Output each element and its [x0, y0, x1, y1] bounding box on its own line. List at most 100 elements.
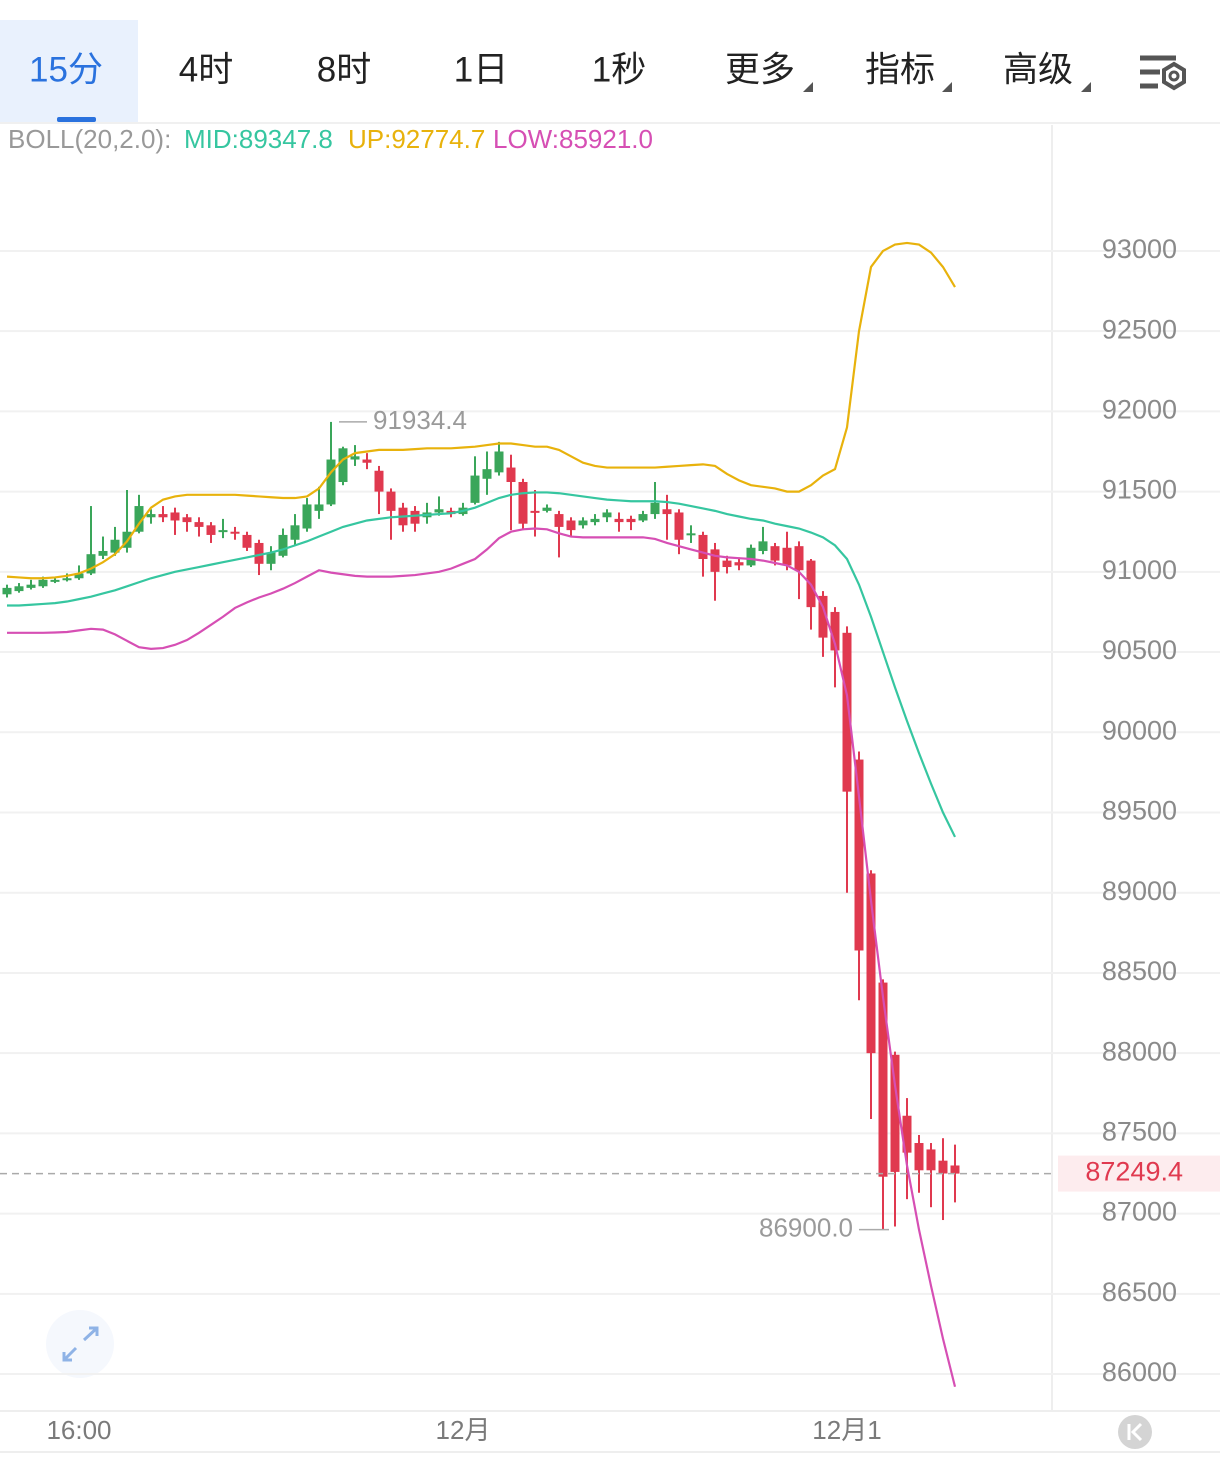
tab[interactable]: 4时 — [179, 50, 233, 89]
candle-body — [926, 1149, 936, 1171]
candle-body — [314, 504, 324, 511]
candle-body — [326, 459, 336, 505]
y-tick-label: 89500 — [1102, 796, 1177, 826]
active-tab-indicator — [57, 117, 96, 122]
candle-body — [734, 562, 744, 566]
last-price-label: 87249.4 — [1085, 1157, 1183, 1187]
candle-body — [530, 510, 540, 513]
candle-body — [878, 982, 888, 1177]
tab[interactable]: 15分 — [29, 50, 103, 89]
tab[interactable]: 高级 — [1003, 50, 1073, 89]
tab[interactable]: 更多 — [725, 50, 795, 89]
candle-body — [662, 509, 672, 515]
y-tick-label: 91500 — [1102, 475, 1177, 505]
candle-body — [542, 507, 552, 511]
candle-body — [698, 534, 708, 560]
tab[interactable]: 1日 — [454, 50, 508, 89]
candle-body — [650, 502, 660, 515]
y-tick-label: 89000 — [1102, 876, 1177, 906]
y-tick-label: 87500 — [1102, 1117, 1177, 1147]
y-tick-label: 86000 — [1102, 1357, 1177, 1387]
expand-button[interactable] — [46, 1310, 114, 1378]
candle-body — [302, 504, 312, 529]
candle-body — [158, 514, 168, 518]
candle-body — [674, 512, 684, 540]
candle-body — [506, 467, 516, 482]
candle-body — [290, 525, 300, 540]
candle-body — [266, 552, 276, 564]
candle-body — [758, 541, 768, 551]
candle-body — [182, 517, 192, 523]
candle-body — [890, 1054, 900, 1172]
dropdown-arrows — [803, 82, 1091, 92]
candle-body — [614, 518, 624, 523]
y-tick-label: 86500 — [1102, 1277, 1177, 1307]
candle-body — [110, 539, 120, 553]
candle-body — [902, 1115, 912, 1153]
candle-body — [338, 448, 348, 482]
candle-body — [278, 534, 288, 556]
boll-line — [7, 491, 956, 838]
tab[interactable]: 1秒 — [592, 50, 646, 89]
candle-body — [578, 520, 588, 526]
candle-body — [746, 547, 756, 566]
candle-body — [722, 560, 732, 568]
candle-body — [470, 475, 480, 503]
candle-body — [638, 514, 648, 521]
candle-body — [566, 520, 576, 531]
candle-body — [254, 542, 264, 564]
legend-entry: LOW:85921.0 — [493, 124, 653, 154]
y-tick-label: 90500 — [1102, 635, 1177, 665]
candle-body — [134, 506, 144, 532]
candle-body — [62, 578, 72, 581]
boll-line — [7, 527, 957, 1388]
candle-body — [686, 533, 696, 536]
candle-body — [518, 481, 528, 524]
last-price-bg — [1058, 1155, 1220, 1192]
candle-body — [26, 584, 36, 588]
y-tick-label: 92500 — [1102, 314, 1177, 344]
candle-body — [866, 873, 876, 1054]
candle-body — [362, 459, 372, 463]
candle-body — [206, 525, 216, 535]
x-tick-label: 16:00 — [46, 1415, 111, 1445]
candle-body — [818, 595, 828, 638]
candle-body — [410, 510, 420, 524]
x-tick-label: 12月 — [436, 1415, 491, 1445]
candle-body — [230, 531, 240, 534]
high-label: 91934.4 — [373, 405, 467, 435]
candle-body — [194, 522, 204, 527]
tab[interactable]: 8时 — [317, 50, 371, 89]
tab[interactable]: 指标 — [865, 50, 935, 89]
candle-body — [482, 469, 492, 479]
candle-body — [74, 573, 84, 579]
candle-body — [854, 759, 864, 951]
candle-body — [242, 534, 252, 548]
y-tick-label: 87000 — [1102, 1197, 1177, 1227]
candle-body — [350, 456, 360, 460]
candle-body — [602, 512, 612, 518]
legend-entry: MID:89347.8 — [184, 124, 333, 154]
candle-body — [494, 451, 504, 473]
y-tick-label: 91000 — [1102, 555, 1177, 585]
indicator-label: BOLL(20,2.0): — [8, 124, 171, 154]
candle-body — [770, 546, 780, 561]
candle-body — [86, 554, 96, 574]
candle-body — [914, 1143, 924, 1171]
candle-body — [2, 587, 12, 595]
candle-body — [938, 1160, 948, 1174]
y-tick-label: 92000 — [1102, 395, 1177, 425]
y-tick-label: 93000 — [1102, 234, 1177, 264]
candle-body — [782, 547, 792, 566]
candle-body — [170, 512, 180, 521]
y-tick-label: 90000 — [1102, 715, 1177, 745]
active-tab-bg — [0, 20, 138, 122]
candle-body — [950, 1165, 960, 1174]
settings-icon[interactable] — [1140, 55, 1186, 91]
y-tick-label: 88500 — [1102, 956, 1177, 986]
scroll-latest-button[interactable] — [1118, 1415, 1152, 1449]
candle-body — [434, 509, 444, 513]
candle-body — [38, 579, 48, 587]
